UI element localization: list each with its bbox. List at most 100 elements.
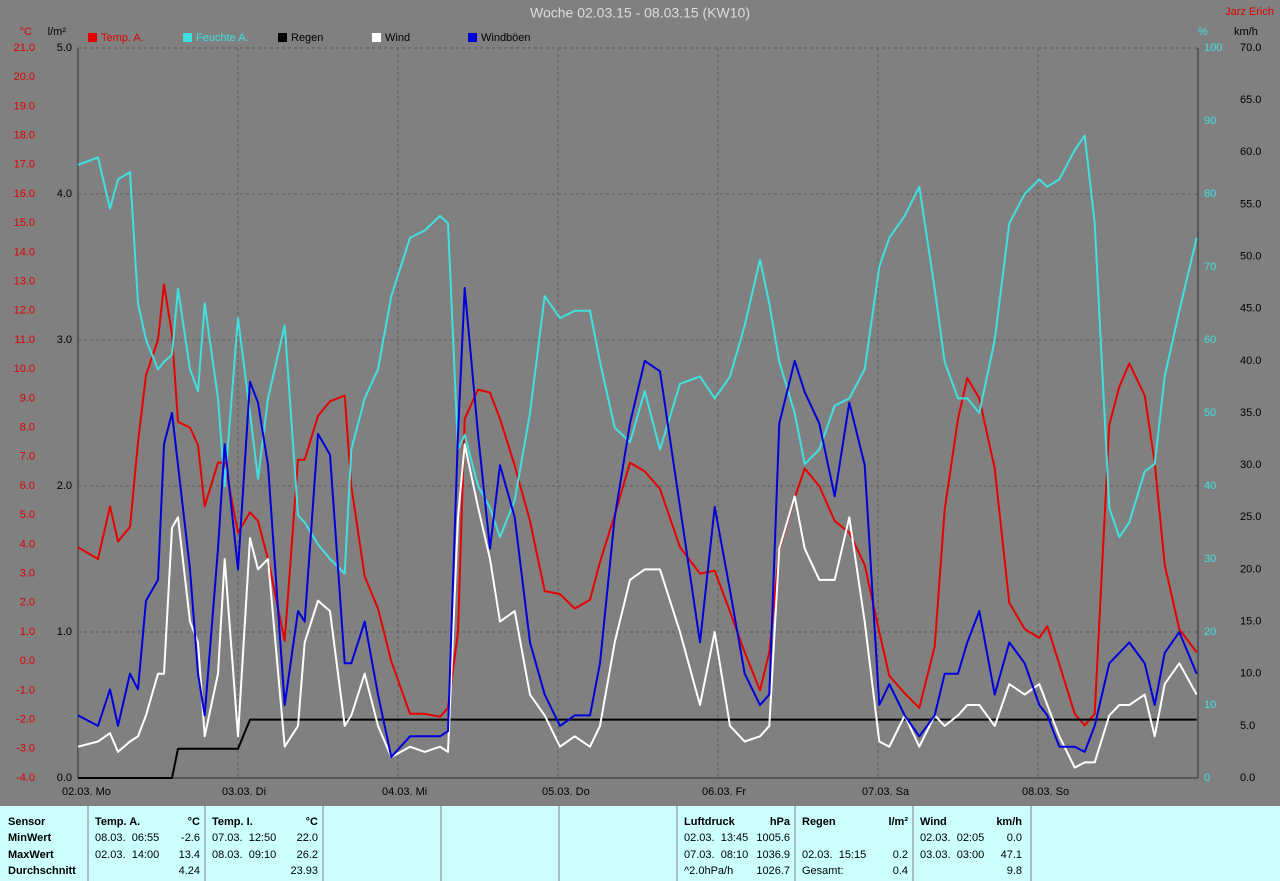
y2-tick-label: 20.0	[1240, 563, 1261, 575]
x-tick-label: 03.03. Di	[222, 786, 266, 798]
series-line	[78, 718, 1197, 779]
cell-value: 1026.7	[756, 865, 790, 877]
cell-label: 07.03. 08:10	[684, 849, 748, 861]
cell-value: 0.2	[893, 849, 908, 861]
y-tick-label: 19.0	[14, 100, 35, 112]
y-tick-label: 12.0	[14, 305, 35, 317]
y-tick-label: 21.0	[14, 42, 35, 54]
y-tick-label: 0.0	[20, 655, 35, 667]
y2-tick-label: 45.0	[1240, 303, 1261, 315]
y-tick-label: 13.0	[14, 276, 35, 288]
column-unit: hPa	[770, 816, 791, 828]
y4-axis-unit: l/m²	[48, 26, 67, 38]
stats-dividers	[87, 806, 1032, 881]
column-unit: km/h	[996, 816, 1022, 828]
x-tick-label: 07.03. Sa	[862, 786, 910, 798]
legend-swatch	[183, 33, 192, 42]
cell-value: 9.8	[1007, 865, 1022, 877]
legend-swatch	[468, 33, 477, 42]
x-tick-label: 05.03. Do	[542, 786, 590, 798]
y-tick-label: 14.0	[14, 246, 35, 258]
cell-value: 13.4	[179, 849, 200, 861]
cell-label: 02.03. 02:05	[920, 832, 984, 844]
column-title: Luftdruck	[684, 816, 736, 828]
cell-label: 02.03. 15:15	[802, 849, 866, 861]
row-label: MinWert	[8, 832, 52, 844]
row-label: Sensor	[8, 816, 46, 828]
legend-label: Regen	[291, 32, 323, 44]
y3-tick-label: 80	[1204, 188, 1216, 200]
y3-tick-label: 100	[1204, 42, 1222, 54]
y4-tick-label: 3.0	[57, 334, 72, 346]
y-tick-label: 18.0	[14, 130, 35, 142]
column-unit: °C	[188, 816, 200, 828]
cell-label: 07.03. 12:50	[212, 832, 276, 844]
y3-axis-unit: %	[1198, 26, 1208, 38]
y3-tick-label: 0	[1204, 772, 1210, 784]
series-line	[77, 443, 1198, 769]
y4-tick-label: 2.0	[57, 480, 72, 492]
y2-tick-label: 40.0	[1240, 355, 1261, 367]
cell-value: 23.93	[290, 865, 318, 877]
x-tick-label: 02.03. Mo	[62, 786, 111, 798]
legend-label: Feuchte A.	[196, 32, 249, 44]
y-tick-label: 1.0	[20, 626, 35, 638]
legend-swatch	[278, 33, 287, 42]
y2-tick-label: 35.0	[1240, 407, 1261, 419]
cell-value: -2.6	[181, 832, 200, 844]
chart-title: Woche 02.03.15 - 08.03.15 (KW10)	[530, 5, 750, 21]
y-axis-unit: °C	[20, 26, 32, 38]
y-tick-label: 10.0	[14, 363, 35, 375]
column-title: Temp. I.	[212, 816, 253, 828]
y2-tick-label: 50.0	[1240, 250, 1261, 262]
y-tick-label: -2.0	[16, 714, 35, 726]
y-tick-label: -1.0	[16, 684, 35, 696]
cell-value: 26.2	[297, 849, 318, 861]
x-tick-label: 06.03. Fr	[702, 786, 746, 798]
y3-tick-label: 40	[1204, 480, 1216, 492]
y2-tick-label: 70.0	[1240, 42, 1261, 54]
cell-label: 02.03. 13:45	[684, 832, 748, 844]
cell-value: 1005.6	[756, 832, 790, 844]
column-title: Regen	[802, 816, 836, 828]
row-label: MaxWert	[8, 849, 54, 861]
y2-tick-label: 0.0	[1240, 772, 1255, 784]
stats-panel	[0, 806, 1280, 881]
y3-tick-label: 10	[1204, 699, 1216, 711]
y-tick-label: 9.0	[20, 392, 35, 404]
y2-tick-label: 55.0	[1240, 198, 1261, 210]
y2-tick-label: 65.0	[1240, 94, 1261, 106]
y-tick-label: 2.0	[20, 597, 35, 609]
grid	[78, 47, 1198, 778]
cell-value: 47.1	[1001, 849, 1022, 861]
y3-tick-label: 70	[1204, 261, 1216, 273]
legend-label: Temp. A.	[101, 32, 144, 44]
y4-tick-label: 5.0	[57, 42, 72, 54]
cell-label: ^2.0hPa/h	[684, 865, 733, 877]
y3-tick-label: 90	[1204, 115, 1216, 127]
legend-label: Wind	[385, 32, 410, 44]
cell-value: 4.24	[179, 865, 200, 877]
y-tick-label: 8.0	[20, 422, 35, 434]
y3-tick-label: 60	[1204, 334, 1216, 346]
y-tick-label: 17.0	[14, 159, 35, 171]
cell-value: 0.0	[1007, 832, 1022, 844]
y-tick-label: 5.0	[20, 509, 35, 521]
y3-tick-label: 20	[1204, 626, 1216, 638]
legend-swatch	[88, 33, 97, 42]
y-tick-label: -3.0	[16, 743, 35, 755]
cell-label: 08.03. 09:10	[212, 849, 276, 861]
y-tick-label: 6.0	[20, 480, 35, 492]
cell-value: 1036.9	[756, 849, 790, 861]
y2-tick-label: 25.0	[1240, 511, 1261, 523]
y2-tick-label: 60.0	[1240, 146, 1261, 158]
y-tick-label: 20.0	[14, 71, 35, 83]
y4-tick-label: 0.0	[57, 772, 72, 784]
y2-tick-label: 10.0	[1240, 668, 1261, 680]
row-label: Durchschnitt	[8, 865, 76, 877]
y2-axis-unit: km/h	[1234, 26, 1258, 38]
cell-label: 02.03. 14:00	[95, 849, 159, 861]
x-tick-label: 08.03. So	[1022, 786, 1069, 798]
x-tick-label: 04.03. Mi	[382, 786, 427, 798]
y4-tick-label: 1.0	[57, 626, 72, 638]
